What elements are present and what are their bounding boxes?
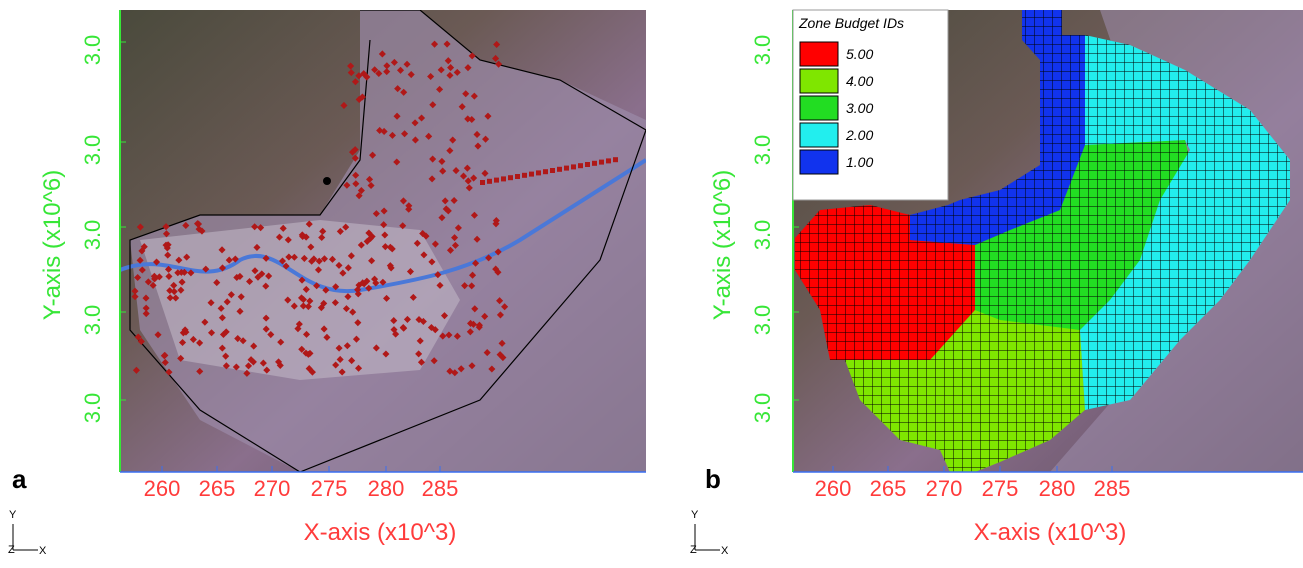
- triad-z: Z: [8, 544, 15, 556]
- well-marker: [536, 170, 541, 175]
- x-tick-label: 260: [815, 476, 852, 501]
- axis-triad: [695, 524, 720, 550]
- x-tick-label: 260: [144, 476, 181, 501]
- well-marker: [501, 176, 506, 181]
- x-tick-label: 285: [1094, 476, 1131, 501]
- well-marker: [529, 172, 534, 177]
- well-marker: [578, 163, 583, 168]
- well-marker: [564, 166, 569, 171]
- legend-swatch: [800, 123, 838, 147]
- well-marker: [557, 167, 562, 172]
- well-marker: [480, 180, 485, 185]
- figure: a 260 265 270 275 280 285 3.0 3.0 3.0 3.0 3.0 Y-axis…: [0, 0, 1303, 568]
- well-marker: [585, 162, 590, 167]
- legend-label: 4.00: [846, 73, 873, 89]
- well-marker: [599, 160, 604, 165]
- y-tick-label: 3.0: [750, 305, 775, 336]
- well-marker: [613, 157, 618, 162]
- satellite-image-a: [120, 10, 646, 472]
- y-tick-label: 3.0: [750, 393, 775, 424]
- x-tick-label: 270: [926, 476, 963, 501]
- well-marker: [550, 168, 555, 173]
- x-tick-label: 275: [982, 476, 1019, 501]
- panel-label: a: [12, 464, 27, 494]
- well-marker: [515, 174, 520, 179]
- well-marker: [508, 175, 513, 180]
- triad-z: Z: [690, 544, 697, 556]
- well-marker: [494, 178, 499, 183]
- x-tick-label: 265: [870, 476, 907, 501]
- y-tick-label: 3.0: [80, 305, 105, 336]
- triad-x: X: [39, 545, 47, 557]
- x-tick-label: 280: [368, 476, 405, 501]
- well-marker: [606, 158, 611, 163]
- y-axis-label: Y-axis (x10^6): [39, 170, 66, 320]
- x-tick-label: 280: [1039, 476, 1076, 501]
- well-marker: [571, 164, 576, 169]
- triad-x: X: [721, 545, 729, 557]
- y-tick-label: 3.0: [750, 220, 775, 251]
- y-tick-label: 3.0: [750, 135, 775, 166]
- well-marker: [487, 179, 492, 184]
- legend-swatch: [800, 42, 838, 66]
- x-tick-label: 275: [311, 476, 348, 501]
- x-tick-label: 270: [254, 476, 291, 501]
- y-tick-label: 3.0: [80, 393, 105, 424]
- legend-swatch: [800, 69, 838, 93]
- triad-y: Y: [9, 509, 17, 521]
- axis-triad: [13, 524, 38, 550]
- legend-label: 1.00: [846, 154, 873, 170]
- legend-label: 2.00: [845, 127, 873, 143]
- legend-title: Zone Budget IDs: [798, 15, 904, 31]
- x-axis-label: X-axis (x10^3): [304, 519, 457, 546]
- y-axis-label: Y-axis (x10^6): [709, 170, 736, 320]
- well-marker: [522, 173, 527, 178]
- x-axis-label: X-axis (x10^3): [974, 519, 1127, 546]
- x-tick-label: 265: [199, 476, 236, 501]
- x-tick-label: 285: [422, 476, 459, 501]
- page: {"panels": [ {"label": "a", "x_axis_labe…: [0, 0, 1303, 568]
- legend-label: 5.00: [846, 46, 873, 62]
- triad-y: Y: [691, 509, 699, 521]
- legend-swatch: [800, 96, 838, 120]
- y-tick-label: 3.0: [80, 220, 105, 251]
- y-tick-label: 3.0: [80, 35, 105, 66]
- well-marker: [543, 169, 548, 174]
- legend-swatch: [800, 150, 838, 174]
- y-tick-label: 3.0: [80, 135, 105, 166]
- well-marker: [592, 161, 597, 166]
- legend-label: 3.00: [846, 100, 873, 116]
- y-tick-label: 3.0: [750, 35, 775, 66]
- panel-label: b: [705, 464, 721, 494]
